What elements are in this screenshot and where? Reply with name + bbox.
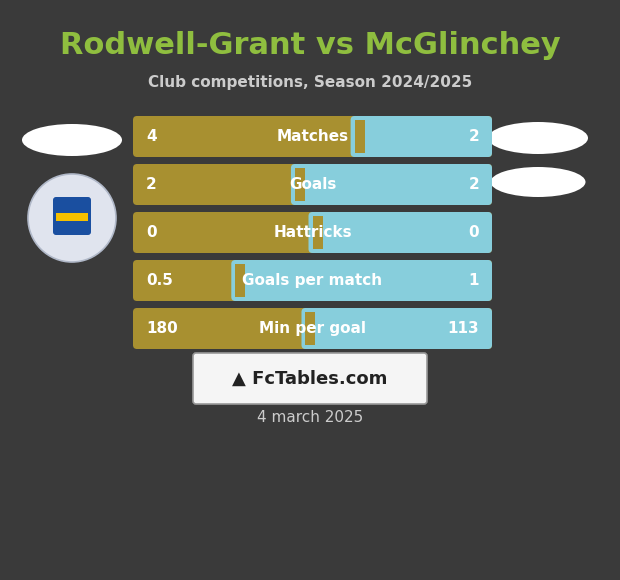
Text: Matches: Matches (277, 129, 348, 144)
Text: 0: 0 (468, 225, 479, 240)
FancyBboxPatch shape (193, 353, 427, 404)
Ellipse shape (490, 167, 585, 197)
Ellipse shape (22, 124, 122, 156)
FancyBboxPatch shape (133, 308, 492, 349)
Text: 4 march 2025: 4 march 2025 (257, 411, 363, 426)
FancyBboxPatch shape (355, 120, 365, 153)
Text: 0.5: 0.5 (146, 273, 173, 288)
FancyBboxPatch shape (231, 260, 492, 301)
FancyBboxPatch shape (306, 312, 316, 345)
FancyBboxPatch shape (133, 116, 492, 157)
FancyBboxPatch shape (301, 308, 492, 349)
Text: 2: 2 (468, 177, 479, 192)
Circle shape (28, 174, 116, 262)
FancyBboxPatch shape (351, 116, 492, 157)
Text: 0: 0 (146, 225, 157, 240)
Text: Min per goal: Min per goal (259, 321, 366, 336)
Text: Goals: Goals (289, 177, 336, 192)
Text: Club competitions, Season 2024/2025: Club competitions, Season 2024/2025 (148, 74, 472, 89)
Ellipse shape (488, 122, 588, 154)
Text: 1: 1 (469, 273, 479, 288)
FancyBboxPatch shape (133, 260, 492, 301)
FancyBboxPatch shape (53, 197, 91, 235)
FancyBboxPatch shape (291, 164, 492, 205)
Text: 113: 113 (448, 321, 479, 336)
FancyBboxPatch shape (133, 164, 492, 205)
FancyBboxPatch shape (309, 212, 492, 253)
FancyBboxPatch shape (295, 168, 305, 201)
Text: Hattricks: Hattricks (273, 225, 352, 240)
Text: 2: 2 (468, 129, 479, 144)
FancyBboxPatch shape (235, 264, 246, 297)
Text: 2: 2 (146, 177, 157, 192)
FancyBboxPatch shape (312, 216, 322, 249)
Text: 4: 4 (146, 129, 157, 144)
Text: Rodwell-Grant vs McGlinchey: Rodwell-Grant vs McGlinchey (60, 31, 560, 60)
Text: Goals per match: Goals per match (242, 273, 383, 288)
Text: 180: 180 (146, 321, 178, 336)
FancyBboxPatch shape (56, 213, 88, 221)
FancyBboxPatch shape (133, 212, 492, 253)
Text: ▲ FcTables.com: ▲ FcTables.com (232, 369, 388, 387)
